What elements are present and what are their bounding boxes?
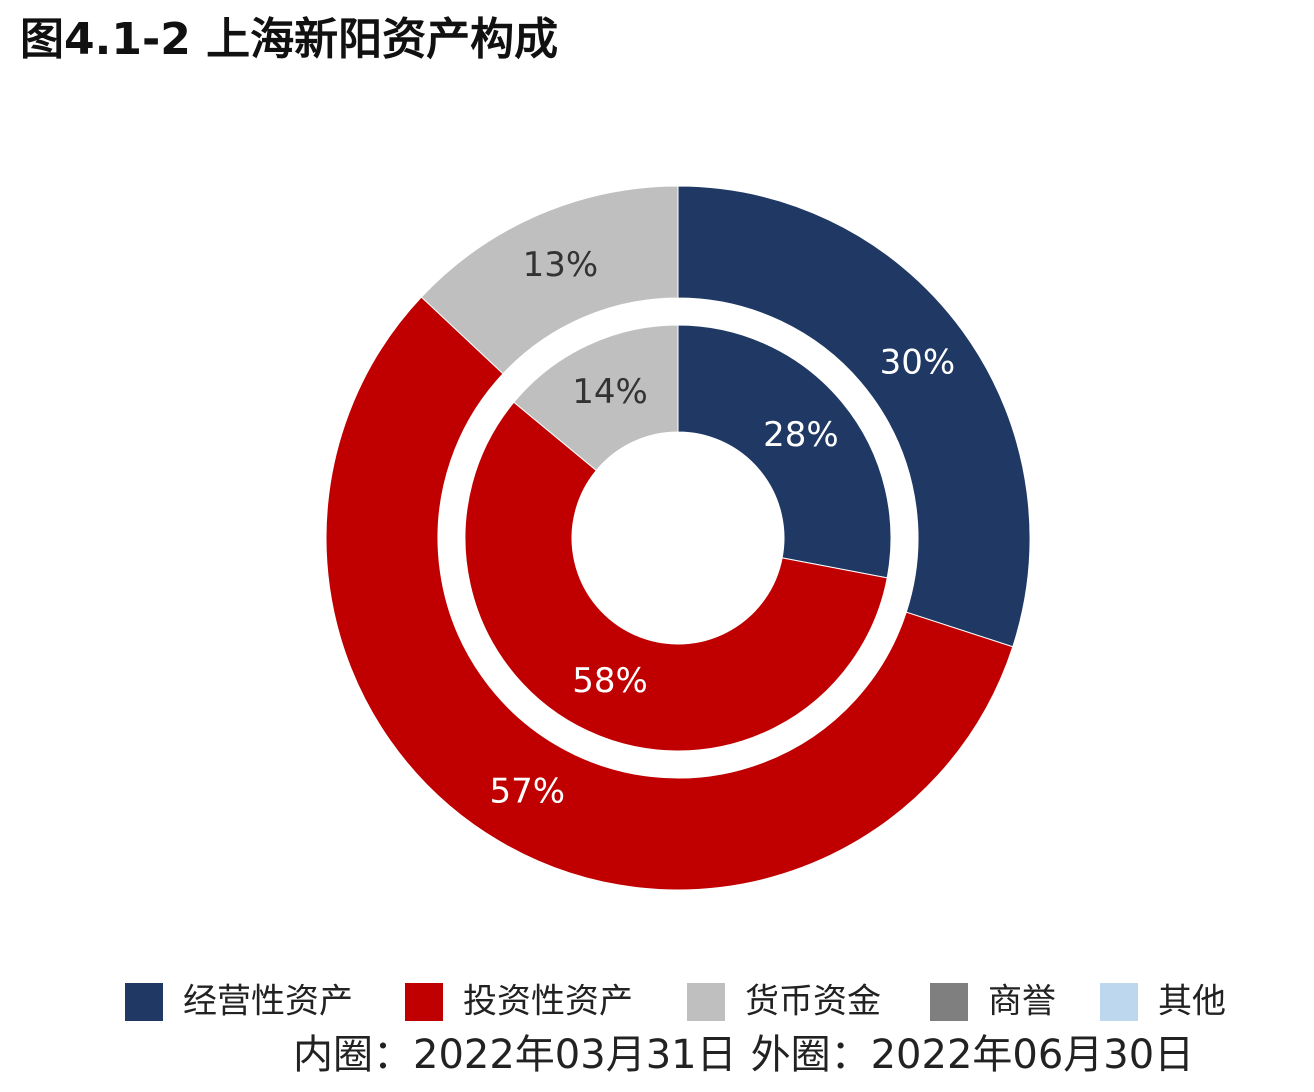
- chart-title: 图4.1-2 上海新阳资产构成: [20, 14, 558, 65]
- series-caption: 内圈：2022年03月31日: [293, 1032, 737, 1078]
- legend-label: 其他: [1158, 982, 1226, 1022]
- legend-label: 货币资金: [745, 982, 881, 1022]
- donut-segment: [464, 401, 888, 752]
- donut-segment: [420, 185, 679, 375]
- legend-swatch: [1100, 983, 1138, 1021]
- data-label: 28%: [763, 415, 839, 455]
- legend-swatch: [687, 983, 725, 1021]
- legend-swatch: [405, 983, 443, 1021]
- legend-label: 投资性资产: [463, 982, 633, 1022]
- legend-label: 经营性资产: [183, 982, 353, 1022]
- legend-swatch: [125, 983, 163, 1021]
- legend-swatch: [930, 983, 968, 1021]
- donut-segment: [677, 324, 892, 579]
- series-caption: 外圈：2022年06月30日: [751, 1032, 1195, 1078]
- data-label: 30%: [880, 343, 956, 383]
- data-label: 13%: [523, 245, 599, 285]
- data-label: 57%: [490, 771, 566, 811]
- donut-segment: [677, 185, 1031, 648]
- data-label: 14%: [572, 372, 648, 412]
- legend-label: 商誉: [988, 982, 1056, 1022]
- data-label: 58%: [572, 661, 648, 701]
- donut-segment: [325, 296, 1014, 891]
- donut-segment: [513, 324, 679, 472]
